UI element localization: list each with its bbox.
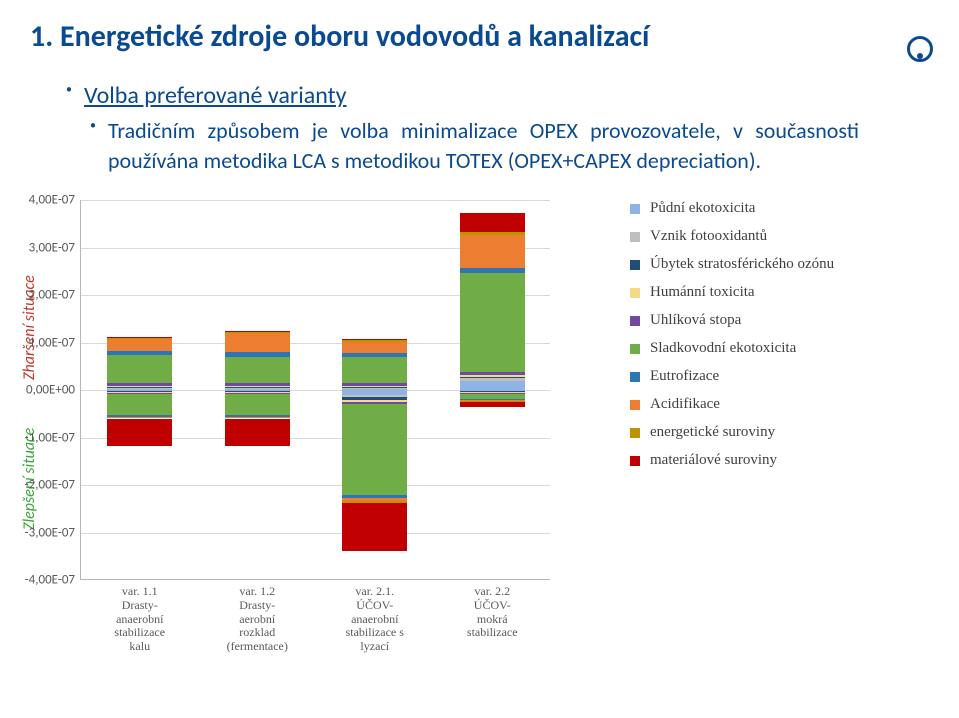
legend-swatch [630,316,640,326]
legend-item: Půdní ekotoxicita [630,200,930,217]
legend-item: Úbytek stratosférického ozónu [630,256,930,273]
legend-swatch [630,372,640,382]
chart-container: Zharšení situace Zlepšení situace -4,00E… [20,200,939,708]
chart-legend: Půdní ekotoxicita Vznik fotooxidantů Úbyte… [630,200,930,480]
bar-segment [225,331,290,332]
legend-label: materiálové suroviny [650,452,777,469]
legend-item: Eutrofizace [630,368,930,385]
bar-segment [460,378,525,380]
bar-segment [225,388,290,389]
bar-segment [460,402,525,407]
bar-segment [342,383,407,385]
bar-segment [107,337,172,338]
bar-column: var. 1.1 Drasty- anaerobní stabilizace k… [107,200,172,579]
legend-label: Vznik fotooxidantů [650,228,767,245]
y-tick-label: -2,00E-07 [25,478,81,493]
legend-label: energetické suroviny [650,424,775,441]
legend-label: Eutrofizace [650,368,719,385]
bar-segment [460,375,525,377]
bar-segment [107,339,172,351]
bar-segment [225,386,290,387]
y-tick-label: 0,00E+00 [26,383,81,398]
legend-item: Vznik fotooxidantů [630,228,930,245]
legend-label: Půdní ekotoxicita [650,200,755,217]
y-tick-label: -1,00E-07 [25,430,81,445]
bar-segment [107,394,172,415]
bar-segment [225,332,290,333]
legend-item: Sladkovodní ekotoxicita [630,340,930,357]
legend-label: Uhlíková stopa [650,312,741,329]
bar-segment [107,338,172,339]
bar-segment [107,386,172,387]
brand-icon [907,36,933,62]
bar-segment [460,235,525,268]
bar-segment [342,404,407,494]
bar-column: var. 1.2 Drasty- aerobní rozklad (fermen… [225,200,290,579]
bar-segment [460,273,525,373]
legend-swatch [630,288,640,298]
legend-swatch [630,428,640,438]
bar-segment [342,340,407,341]
legend-label: Acidifikace [650,396,720,413]
category-label: var. 2.1. ÚČOV- anaerobní stabilizace s … [342,579,407,654]
legend-swatch [630,344,640,354]
bar-segment [225,357,290,383]
category-label: var. 1.1 Drasty- anaerobní stabilizace k… [107,579,172,654]
bar-segment [342,386,407,387]
legend-label: Úbytek stratosférického ozónu [650,256,834,273]
y-tick-label: -4,00E-07 [25,573,81,588]
legend-label: Sladkovodní ekotoxicita [650,340,796,357]
legend-swatch [630,456,640,466]
page-title: 1. Energetické zdroje oboru vodovodů a k… [30,18,929,55]
bar-segment [460,377,525,378]
legend-swatch [630,204,640,214]
y-tick-label: 4,00E-07 [29,193,81,208]
bar-segment [342,357,407,383]
bar-segment [460,381,525,391]
bar-segment [225,387,290,388]
bar-segment [460,268,525,273]
legend-swatch [630,260,640,270]
legend-label: Humánní toxicita [650,284,755,301]
bar-segment [460,232,525,234]
y-tick-label: -3,00E-07 [25,525,81,540]
bar-column: var. 2.1. ÚČOV- anaerobní stabilizace s … [342,200,407,579]
bar-segment [107,355,172,384]
legend-item: Acidifikace [630,396,930,413]
y-tick-label: 2,00E-07 [29,288,81,303]
chart-plot-area: -4,00E-07-3,00E-07-2,00E-07-1,00E-070,00… [80,200,550,580]
legend-swatch [630,400,640,410]
bar-segment [225,352,290,357]
bar-segment [225,419,290,445]
bar-segment [342,387,407,388]
bar-segment [107,419,172,445]
bar-segment [225,394,290,415]
category-label: var. 2.2 ÚČOV- mokrá stabilizace [460,579,525,640]
bar-segment [342,388,407,389]
bar-segment [342,503,407,551]
legend-item: Humánní toxicita [630,284,930,301]
bar-segment [225,383,290,385]
y-tick-label: 1,00E-07 [29,335,81,350]
category-label: var. 1.2 Drasty- aerobní rozklad (fermen… [225,579,290,654]
bar-segment [107,383,172,385]
legend-item: energetické suroviny [630,424,930,441]
legend-item: materiálové suroviny [630,452,930,469]
legend-item: Uhlíková stopa [630,312,930,329]
y-tick-label: 3,00E-07 [29,240,81,255]
bar-segment [225,333,290,352]
bar-segment [107,388,172,389]
bar-segment [342,342,407,354]
bar-segment [342,339,407,340]
legend-swatch [630,232,640,242]
bar-column: var. 2.2 ÚČOV- mokrá stabilizace [460,200,525,579]
bullet-level-1: Volba preferované varianty [84,81,929,110]
bar-segment [107,351,172,355]
bar-segment [107,387,172,388]
bar-segment [460,372,525,374]
bullet-level-2: Tradičním způsobem je volba minimalizace… [108,116,859,175]
bar-segment [342,353,407,357]
bar-segment [460,213,525,232]
y-axis-qualitative-labels: Zharšení situace Zlepšení situace [10,250,30,550]
